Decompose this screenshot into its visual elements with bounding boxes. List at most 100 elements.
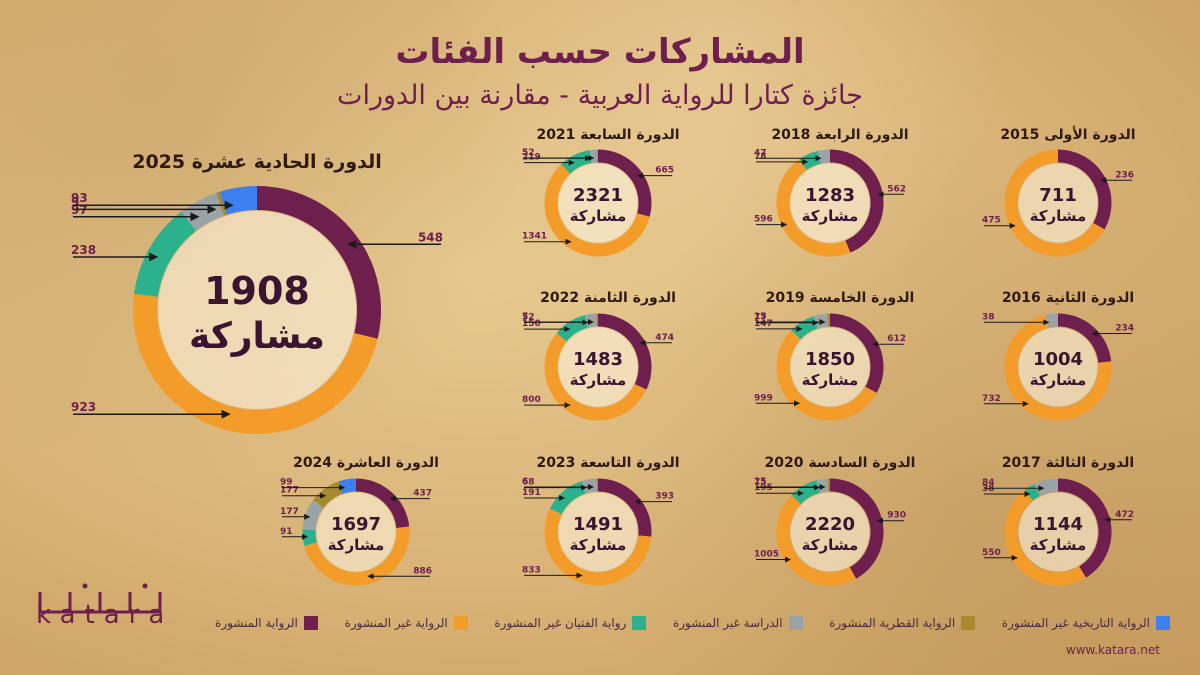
data-label: 886 [413,566,432,576]
data-label: 930 [887,511,906,521]
donut-total: 1483 [573,349,623,370]
data-label: 732 [982,394,1001,404]
donut-center [790,327,870,407]
donut-slice-studies [816,478,829,493]
data-label: 999 [754,393,773,403]
donut-center [558,492,638,572]
data-label: 38 [982,312,995,322]
donut-slice-unpublished [1004,149,1105,257]
donut-unit: مشاركة [1030,371,1087,389]
legend-label: رواية الفتيان غير المنشورة [494,616,627,630]
legend-item-studies: الدراسة غير المنشورة [673,616,803,630]
donut-slice-unpublished [544,164,650,257]
chart-title: الدورة الحادية عشرة 2025 [132,151,382,173]
donut-center [158,211,356,409]
donut-slice-unpublished [1004,315,1112,421]
donut-total: 1697 [331,514,381,535]
data-label: 52 [522,148,535,158]
chart-title: الدورة الثانية 2016 [1002,290,1134,306]
legend-item-youth: رواية الفتيان غير المنشورة [494,616,647,630]
data-label: 177 [280,507,299,517]
legend-label: الدراسة غير المنشورة [672,616,783,630]
data-label: 147 [754,319,773,329]
donut-unit: مشاركة [570,371,627,389]
page-subtitle: جائزة كتارا للرواية العربية - مقارنة بين… [337,80,863,111]
legend-swatch [303,616,318,630]
chart-title: الدورة السابعة 2021 [536,127,679,143]
data-label: 612 [887,334,906,344]
donut-center [790,163,870,243]
data-label: 393 [655,492,674,502]
donut-slice-published [256,186,381,339]
legend-label: الرواية غير المنشورة [344,616,448,630]
katara-logo-arabic [38,583,162,614]
donut-total: 1850 [805,349,855,370]
data-label: 91 [280,527,293,537]
legend-swatch [788,616,803,630]
legend-item-unpublished: الرواية غير المنشورة [345,616,468,630]
donut-center [790,492,870,572]
page-title: المشاركات حسب الفئات [395,32,805,72]
donut-slice-published [829,313,884,394]
data-label: 84 [982,478,995,488]
data-label: 191 [522,488,541,498]
data-label: 15 [754,312,767,322]
data-label: 833 [522,565,541,575]
donut-unit: مشاركة [189,316,325,357]
donut-slice-qatari [216,191,227,216]
donut-slice-studies [1034,478,1059,496]
legend-swatch [1156,616,1170,630]
donut-unit: مشاركة [802,207,859,225]
data-label: 99 [280,478,293,488]
data-label: 562 [887,184,906,194]
donut-slice-published [355,478,410,529]
data-label: 93 [71,191,88,205]
legend-item-historical: الرواية التاريخية غير المنشورة [1002,616,1170,630]
donut-slice-youth [134,211,197,298]
donut-slice-unpublished [776,494,857,586]
donut-slice-historical [219,186,258,215]
legend-swatch [632,616,647,630]
data-label: 236 [1115,170,1134,180]
chart-title: الدورة السادسة 2020 [765,455,916,471]
chart-title: الدورة التاسعة 2023 [536,455,679,471]
donut-total: 1004 [1033,349,1083,370]
chart-title: الدورة الأولى 2015 [1000,126,1135,143]
data-label: 238 [71,243,96,257]
donut-total: 1908 [204,269,310,313]
donut-slice-studies [589,149,598,164]
donut-unit: مشاركة [802,536,859,554]
data-label: 6 [522,477,528,487]
donut-center [1018,163,1098,243]
donut-unit: مشاركة [570,536,627,554]
data-label: 177 [280,486,299,496]
donut-slice-studies [817,149,831,164]
data-label: 437 [413,489,432,499]
donut-total: 1491 [573,514,623,535]
legend-label: الرواية المنشورة [215,616,298,630]
donut-unit: مشاركة [1030,536,1087,554]
donut-slice-unpublished [776,159,851,257]
donut-slice-studies [1045,313,1059,328]
donut-slice-published [597,478,652,537]
data-label: 7 [522,312,528,322]
donut-slice-unpublished [1004,490,1086,586]
donut-total: 2321 [573,185,623,206]
donut-slice-youth [1024,484,1041,501]
donut-unit: مشاركة [570,207,627,225]
donut-slice-youth [549,481,586,515]
legend-item-qatari: الرواية القطرية المنشورة [829,616,976,630]
data-label: 38 [982,484,995,494]
data-label: 195 [754,483,773,493]
